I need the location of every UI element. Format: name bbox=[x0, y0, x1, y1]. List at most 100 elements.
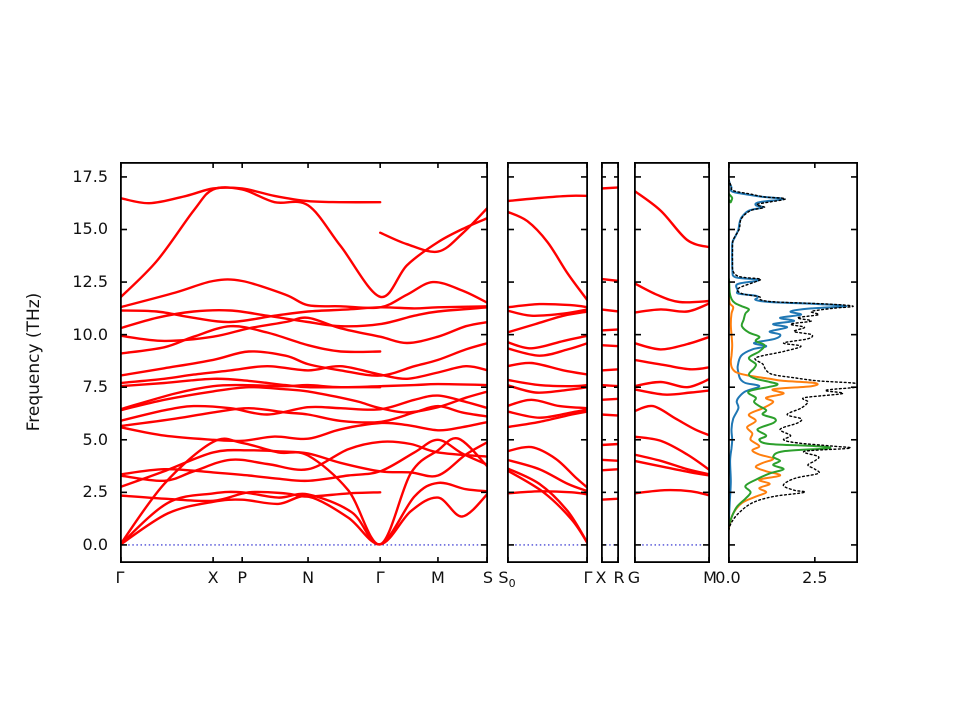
band-line bbox=[601, 383, 619, 388]
band-line bbox=[507, 408, 588, 419]
band-line bbox=[634, 453, 710, 476]
x-tick-label: X bbox=[207, 568, 219, 587]
pdos-green-curve bbox=[728, 175, 832, 530]
x-tick-label: S0 bbox=[498, 568, 516, 591]
panel-frame bbox=[728, 162, 858, 563]
band-line bbox=[507, 378, 588, 388]
band-line bbox=[601, 186, 619, 190]
x-tick-label: R bbox=[613, 568, 625, 587]
band-line bbox=[507, 361, 588, 376]
x-tick-label: Γ bbox=[583, 568, 593, 587]
band-line bbox=[120, 316, 488, 345]
band-line bbox=[634, 281, 710, 304]
band-line bbox=[507, 383, 588, 394]
band-line bbox=[507, 341, 588, 357]
band-line bbox=[120, 440, 488, 483]
y-tick-label: 15.0 bbox=[72, 219, 108, 239]
band-line bbox=[507, 310, 588, 334]
x-tick-label-subscript: 0 bbox=[508, 577, 516, 591]
x-tick-label: 2.5 bbox=[802, 568, 828, 587]
y-tick-label: 17.5 bbox=[72, 166, 108, 186]
y-tick-label: 2.5 bbox=[82, 482, 108, 502]
x-tick-label: S bbox=[482, 568, 494, 587]
band-line bbox=[120, 490, 382, 503]
band-line bbox=[634, 435, 710, 472]
band-line bbox=[120, 278, 488, 310]
band-line bbox=[601, 468, 619, 472]
band-line bbox=[120, 186, 488, 299]
panel-bands-x-r bbox=[601, 162, 619, 563]
y-tick-label: 12.5 bbox=[72, 272, 108, 292]
y-tick-label: 10.0 bbox=[72, 324, 108, 344]
band-line bbox=[120, 438, 488, 483]
band-line bbox=[601, 368, 619, 372]
panel-frame bbox=[601, 162, 619, 563]
x-tick-label: M bbox=[703, 568, 717, 587]
band-line bbox=[634, 404, 710, 437]
band-line bbox=[601, 442, 619, 447]
x-tick-label: P bbox=[237, 568, 247, 587]
band-line bbox=[634, 189, 710, 249]
band-line bbox=[634, 459, 710, 477]
band-line bbox=[120, 394, 488, 423]
band-line bbox=[507, 490, 588, 496]
band-line bbox=[601, 497, 619, 501]
band-line bbox=[507, 398, 588, 410]
panel-bands-s0-gamma bbox=[507, 162, 588, 563]
band-line bbox=[120, 436, 488, 547]
band-line bbox=[507, 410, 588, 429]
panel-frame bbox=[634, 162, 710, 563]
band-line bbox=[601, 328, 619, 332]
band-line bbox=[634, 335, 710, 351]
panel-frame bbox=[120, 162, 488, 563]
band-line bbox=[120, 481, 488, 547]
y-tick-label: 7.5 bbox=[82, 377, 108, 397]
panel-frame bbox=[507, 162, 588, 563]
band-line bbox=[634, 301, 710, 314]
band-line bbox=[634, 358, 710, 371]
band-line bbox=[120, 440, 488, 489]
x-tick-label: Γ bbox=[115, 568, 125, 587]
panel-dos bbox=[728, 162, 858, 563]
band-line bbox=[120, 306, 488, 330]
panel-bands-main bbox=[120, 162, 488, 563]
x-tick-label: N bbox=[302, 568, 315, 587]
band-line bbox=[507, 469, 588, 546]
y-tick-label: 0.0 bbox=[82, 534, 108, 554]
band-line bbox=[601, 458, 619, 462]
band-line bbox=[120, 420, 488, 443]
band-line bbox=[120, 364, 488, 385]
band-line bbox=[507, 334, 588, 350]
band-line bbox=[601, 344, 619, 348]
band-line bbox=[507, 210, 588, 303]
x-tick-label: M bbox=[431, 568, 445, 587]
band-line bbox=[507, 458, 588, 493]
band-line bbox=[507, 194, 588, 203]
band-line bbox=[120, 186, 382, 205]
y-tick-label: 5.0 bbox=[82, 429, 108, 449]
band-line bbox=[634, 488, 710, 497]
band-line bbox=[601, 413, 619, 417]
band-line bbox=[120, 382, 488, 411]
band-line bbox=[120, 492, 488, 547]
band-line bbox=[601, 308, 619, 313]
band-line bbox=[379, 206, 488, 254]
band-line bbox=[601, 277, 619, 283]
x-tick-label: Γ bbox=[375, 568, 385, 587]
band-line bbox=[507, 308, 588, 317]
band-line bbox=[634, 377, 710, 389]
band-line bbox=[507, 445, 588, 490]
dos-total-curve bbox=[728, 176, 858, 536]
band-line bbox=[601, 397, 619, 401]
x-tick-label: G bbox=[627, 568, 641, 587]
band-line bbox=[634, 388, 710, 396]
band-line bbox=[120, 377, 382, 389]
band-line bbox=[507, 302, 588, 309]
band-line bbox=[120, 305, 488, 324]
pdos-blue-curve bbox=[728, 175, 848, 546]
band-line bbox=[120, 341, 488, 377]
band-line bbox=[507, 467, 588, 546]
band-line bbox=[120, 385, 488, 414]
panel-bands-g-m bbox=[634, 162, 710, 563]
